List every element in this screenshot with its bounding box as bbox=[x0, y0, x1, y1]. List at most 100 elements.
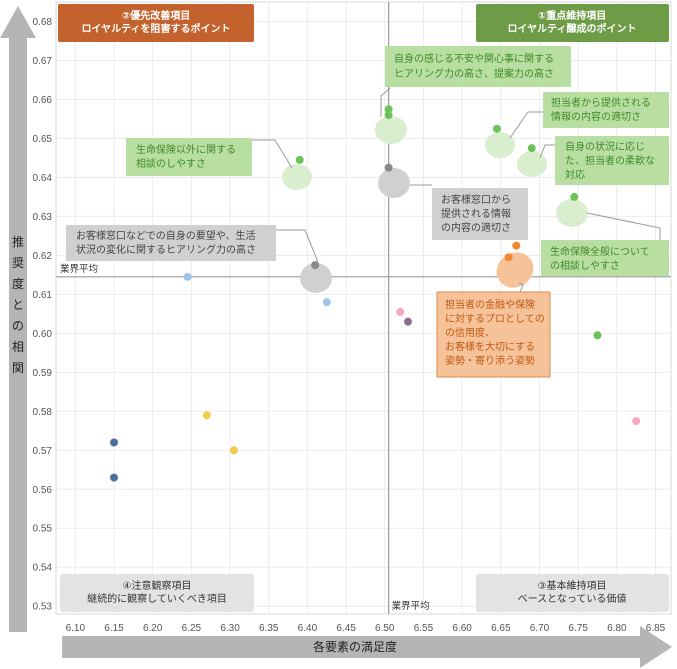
halo bbox=[517, 151, 547, 177]
halo bbox=[282, 164, 312, 190]
svg-text:姿勢・寄り添う姿勢: 姿勢・寄り添う姿勢 bbox=[445, 354, 535, 367]
svg-text:提供される情報: 提供される情報 bbox=[441, 207, 511, 220]
halo bbox=[375, 116, 407, 144]
data-point bbox=[492, 124, 501, 133]
data-point bbox=[183, 272, 192, 281]
x-tick-label: 6.50 bbox=[375, 623, 395, 634]
y-axis-label-char: 相 bbox=[12, 340, 24, 354]
svg-text:お客様窓口などでの自身の要望や、生活: お客様窓口などでの自身の要望や、生活 bbox=[76, 229, 256, 242]
data-point bbox=[110, 473, 119, 482]
y-tick-label: 0.62 bbox=[33, 251, 53, 262]
x-tick-label: 6.45 bbox=[336, 623, 356, 634]
x-axis-arrow bbox=[62, 626, 672, 668]
y-axis-arrow bbox=[0, 6, 36, 632]
y-ticks: 0.68 0.67 0.66 0.65 0.64 0.63 0.62 0.61 0.60 0.59… bbox=[33, 17, 53, 613]
data-point bbox=[110, 438, 119, 447]
y-axis-label-char: 奨 bbox=[12, 256, 24, 270]
y-axis-label-char: 度 bbox=[12, 276, 24, 291]
data-point bbox=[384, 105, 393, 114]
data-point bbox=[593, 331, 602, 340]
data-point bbox=[295, 155, 304, 164]
data-point bbox=[632, 417, 641, 426]
callout-window-info: お客様窓口から 提供される情報 の内容の適切さ bbox=[432, 188, 528, 240]
data-point bbox=[311, 261, 320, 270]
y-tick-label: 0.67 bbox=[33, 56, 53, 67]
y-tick-label: 0.54 bbox=[33, 563, 53, 574]
y-tick-label: 0.58 bbox=[33, 407, 53, 418]
svg-text:相談のしやすさ: 相談のしやすさ bbox=[136, 157, 206, 170]
callout-professional-trust: 担当者の金融や保険 に対するプロとしての の信用度、 お客様を大切にする 姿勢・… bbox=[436, 291, 551, 378]
point-halos bbox=[282, 116, 588, 293]
svg-text:ロイヤルティ醸成のポイント: ロイヤルティ醸成のポイント bbox=[507, 22, 636, 35]
x-tick-label: 6.70 bbox=[530, 623, 550, 634]
x-tick-label: 6.40 bbox=[298, 623, 318, 634]
data-points bbox=[110, 105, 641, 482]
callout-non-insurance: 生命保険以外に関する 相談のしやすさ bbox=[126, 138, 252, 176]
x-tick-label: 6.65 bbox=[491, 623, 511, 634]
x-tick-label: 6.85 bbox=[646, 623, 666, 634]
y-tick-label: 0.64 bbox=[33, 173, 53, 184]
data-point bbox=[512, 241, 521, 250]
x-tick-label: 6.75 bbox=[568, 623, 588, 634]
y-axis-label-char: と bbox=[12, 298, 24, 312]
svg-text:の信用度、: の信用度、 bbox=[445, 326, 495, 339]
y-tick-label: 0.61 bbox=[33, 290, 53, 301]
svg-text:お客様を大切にする: お客様を大切にする bbox=[445, 340, 535, 353]
y-tick-label: 0.65 bbox=[33, 134, 53, 145]
svg-text:ロイヤルティを阻害するポイント: ロイヤルティを阻害するポイント bbox=[81, 22, 230, 35]
y-tick-label: 0.59 bbox=[33, 368, 53, 379]
x-tick-label: 6.20 bbox=[143, 623, 163, 634]
data-point bbox=[403, 317, 412, 326]
callout-connectors bbox=[252, 87, 661, 293]
halo bbox=[378, 168, 410, 198]
data-point bbox=[570, 192, 579, 201]
x-tick-label: 6.60 bbox=[452, 623, 472, 634]
svg-text:情報の内容の適切さ: 情報の内容の適切さ bbox=[551, 110, 641, 123]
callout-hearing-proposal: 自身の感じる不安や関心事に関する ヒアリング力の高さ、提案力の高さ bbox=[385, 46, 571, 87]
y-axis-label-char: 関 bbox=[12, 361, 24, 375]
x-axis-label: 各要素の満足度 bbox=[313, 639, 397, 654]
svg-text:担当者の金融や保険: 担当者の金融や保険 bbox=[445, 298, 535, 311]
halo bbox=[556, 199, 588, 227]
svg-text:に対するプロとしての: に対するプロとしての bbox=[445, 312, 545, 325]
svg-text:の内容の適切さ: の内容の適切さ bbox=[441, 221, 511, 234]
y-tick-label: 0.66 bbox=[33, 95, 53, 106]
x-tick-label: 6.10 bbox=[66, 623, 86, 634]
svg-text:①重点維持項目: ①重点維持項目 bbox=[538, 9, 606, 22]
y-axis-label-char: の bbox=[12, 319, 24, 333]
y-tick-label: 0.55 bbox=[33, 524, 53, 535]
halo bbox=[496, 252, 534, 288]
svg-text:④注意観察項目: ④注意観察項目 bbox=[123, 579, 192, 592]
svg-text:の相談しやすさ: の相談しやすさ bbox=[550, 259, 620, 272]
y-tick-label: 0.53 bbox=[33, 602, 53, 613]
y-axis-label-char: 推 bbox=[12, 235, 24, 249]
svg-text:対応: 対応 bbox=[565, 168, 585, 181]
average-label-y: 業界平均 bbox=[60, 263, 98, 275]
halo bbox=[300, 263, 332, 293]
quadrant-3-box: ③基本維持項目 ベースとなっている価値 bbox=[476, 574, 669, 612]
y-tick-label: 0.63 bbox=[33, 212, 53, 223]
callout-window-hearing: お客様窓口などでの自身の要望や、生活 状況の変化に関するヒアリング力の高さ bbox=[66, 225, 276, 261]
callout-staff-info: 担当者から提供される 情報の内容の適切さ bbox=[543, 92, 669, 128]
x-tick-label: 6.30 bbox=[220, 623, 240, 634]
svg-text:担当者から提供される: 担当者から提供される bbox=[551, 96, 651, 109]
halo bbox=[485, 132, 515, 158]
svg-text:③基本維持項目: ③基本維持項目 bbox=[538, 579, 607, 592]
quadrant-4-box: ④注意観察項目 継続的に観察していくべき項目 bbox=[60, 574, 254, 612]
quadrant-2-box: ②優先改善項目 ロイヤルティを阻害するポイント bbox=[58, 4, 254, 42]
y-tick-label: 0.57 bbox=[33, 446, 53, 457]
svg-text:生命保険以外に関する: 生命保険以外に関する bbox=[136, 143, 236, 156]
svg-text:自身の状況に応じ: 自身の状況に応じ bbox=[565, 140, 645, 153]
svg-text:お客様窓口から: お客様窓口から bbox=[441, 193, 511, 206]
svg-text:自身の感じる不安や関心事に関する: 自身の感じる不安や関心事に関する bbox=[394, 52, 554, 65]
svg-text:ヒアリング力の高さ、提案力の高さ: ヒアリング力の高さ、提案力の高さ bbox=[394, 67, 554, 80]
callout-life-insurance-consult: 生命保険全般について の相談しやすさ bbox=[541, 240, 669, 276]
x-tick-label: 6.15 bbox=[104, 623, 124, 634]
x-ticks: 6.10 6.15 6.20 6.25 6.30 6.35 6.40 6.45 6.50 6.55… bbox=[66, 623, 666, 634]
data-point bbox=[322, 298, 331, 307]
svg-text:ベースとなっている価値: ベースとなっている価値 bbox=[518, 592, 627, 605]
svg-text:生命保険全般について: 生命保険全般について bbox=[550, 245, 650, 258]
data-point bbox=[202, 411, 211, 420]
